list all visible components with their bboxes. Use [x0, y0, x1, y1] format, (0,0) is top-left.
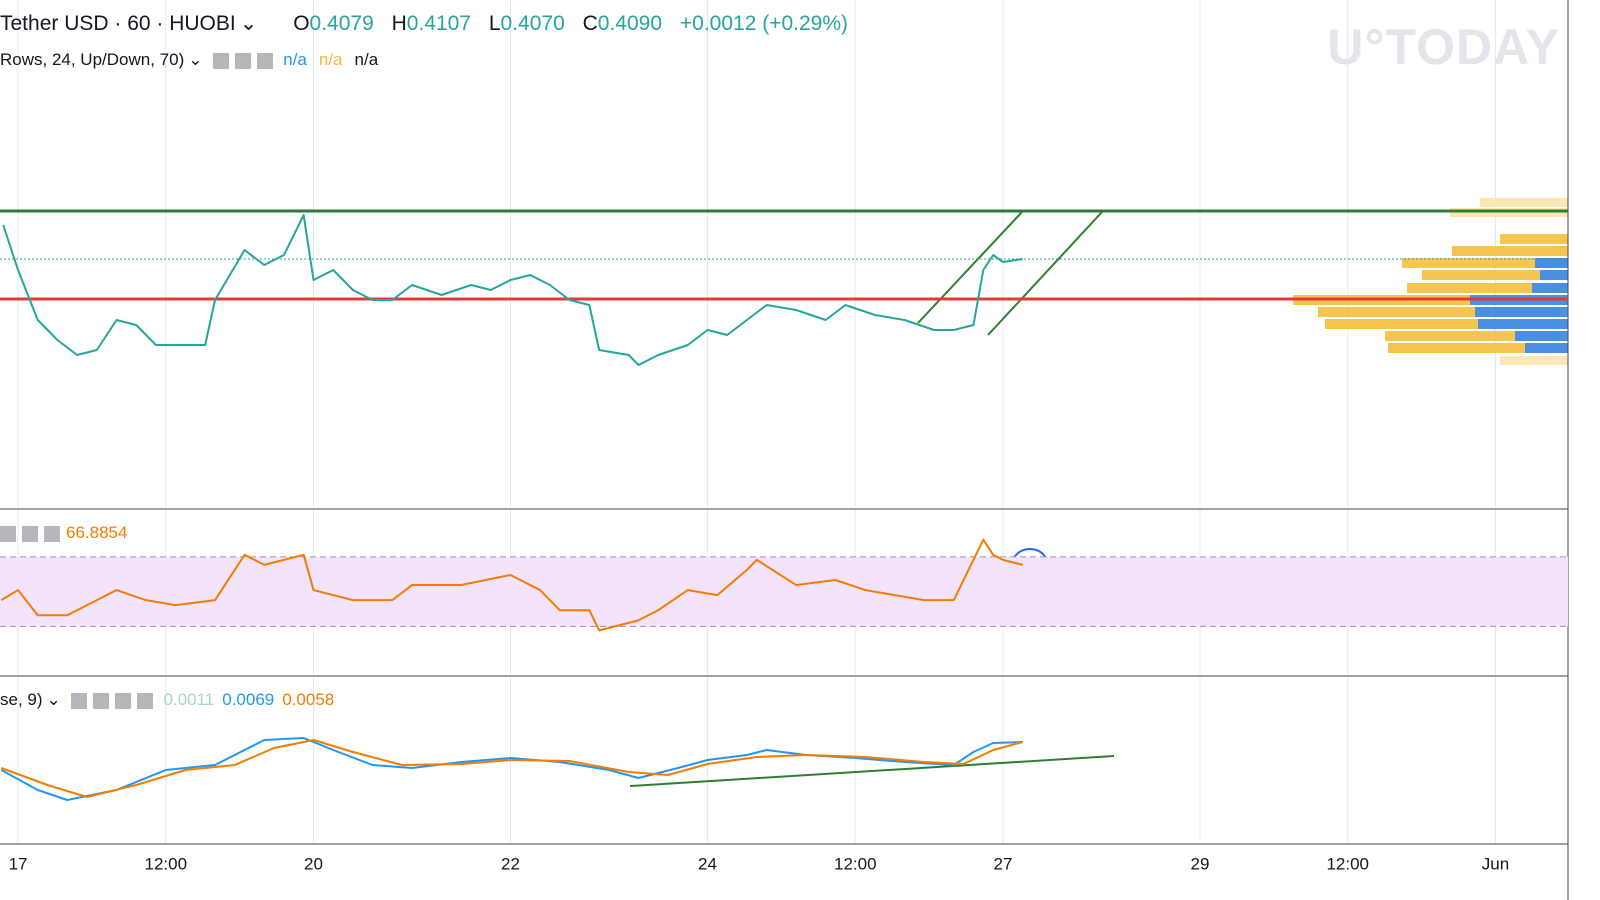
- vp-row: [1475, 307, 1568, 317]
- vp-row: [1318, 307, 1568, 317]
- series-line: [2, 214, 1023, 366]
- vp-row: [1407, 283, 1568, 293]
- dropdown-caret[interactable]: ⌄: [188, 50, 203, 69]
- x-tick-label: 12:00: [1326, 854, 1369, 873]
- channel-line: [987, 211, 1103, 336]
- x-tick-label: Jun: [1482, 854, 1509, 873]
- vp-value: n/a: [354, 50, 379, 69]
- vp-row: [1480, 198, 1568, 207]
- indicator-controls[interactable]: [0, 525, 62, 542]
- ohlc-value: 0.4090: [597, 12, 663, 35]
- vp-row: [1525, 343, 1568, 353]
- plot-layer: 17 12:00 20 22 24 12:00 27 29 12:00 Jun: [0, 209, 1568, 873]
- ohlc-key: O: [293, 12, 310, 35]
- vp-row: [1540, 270, 1568, 280]
- vp-value: n/a: [318, 50, 343, 69]
- x-tick-label: 17: [9, 854, 28, 873]
- rsi-value: 66.8854: [66, 523, 128, 542]
- indicator-params: Rows, 24, Up/Down, 70): [0, 50, 185, 69]
- series-line: [0, 538, 1023, 632]
- indicator-controls[interactable]: [212, 52, 275, 69]
- legend-rsi: 66.8854: [0, 523, 131, 543]
- legend-vp: Rows, 24, Up/Down, 70) ⌄ n/a n/a n/a: [0, 50, 382, 70]
- macd-value: 0.0058: [282, 690, 335, 709]
- symbol-title: Tether USD · 60 · HUOBI: [0, 12, 236, 35]
- x-tick-label: 24: [698, 854, 717, 873]
- ohlc-key: H: [391, 12, 407, 35]
- vp-row: [1422, 270, 1568, 280]
- ohlc-value: 0.4079: [309, 12, 374, 35]
- vp-row: [1500, 234, 1568, 244]
- macd-value: 0.0011: [163, 690, 215, 709]
- legend-main: Tether USD · 60 · HUOBI ⌄ O0.4079 H0.4107…: [0, 11, 852, 36]
- vp-row: [1402, 258, 1568, 268]
- watermark: U°TODAY: [1327, 19, 1560, 75]
- vp-value: n/a: [283, 50, 307, 69]
- vp-row: [1388, 343, 1568, 353]
- ohlc-key: L: [488, 12, 501, 35]
- vp-row: [1500, 356, 1568, 365]
- indicator-controls[interactable]: [70, 692, 155, 709]
- ohlc-value: 0.4070: [500, 12, 565, 35]
- change: +0.0012 (+0.29%): [679, 12, 848, 35]
- ohlc-key: C: [582, 12, 598, 35]
- vp-row: [1325, 319, 1568, 329]
- x-tick-label: 20: [304, 854, 323, 873]
- vp-row: [1452, 246, 1568, 256]
- series-line: [0, 739, 1023, 798]
- vp-row: [1515, 331, 1568, 341]
- x-tick-label: 12:00: [144, 854, 187, 873]
- ohlc-value: 0.4107: [406, 12, 472, 35]
- indicator-params: se, 9): [0, 690, 43, 709]
- x-tick-label: 22: [501, 854, 520, 873]
- x-tick-label: 29: [1191, 854, 1210, 873]
- vp-row: [1532, 283, 1568, 293]
- macd-value: 0.0069: [222, 690, 275, 709]
- dropdown-caret[interactable]: ⌄: [239, 12, 258, 35]
- legend-macd: se, 9) ⌄ 0.0011 0.0069 0.0058: [0, 690, 338, 710]
- channel-line: [917, 211, 1023, 324]
- trend-line: [629, 755, 1115, 787]
- x-tick-label: 27: [994, 854, 1013, 873]
- vp-row: [1478, 319, 1568, 329]
- vp-row: [1535, 258, 1568, 268]
- vp-row: [1385, 331, 1568, 341]
- x-tick-label: 12:00: [834, 854, 877, 873]
- rsi-band: [0, 556, 1568, 627]
- dropdown-caret[interactable]: ⌄: [46, 690, 61, 709]
